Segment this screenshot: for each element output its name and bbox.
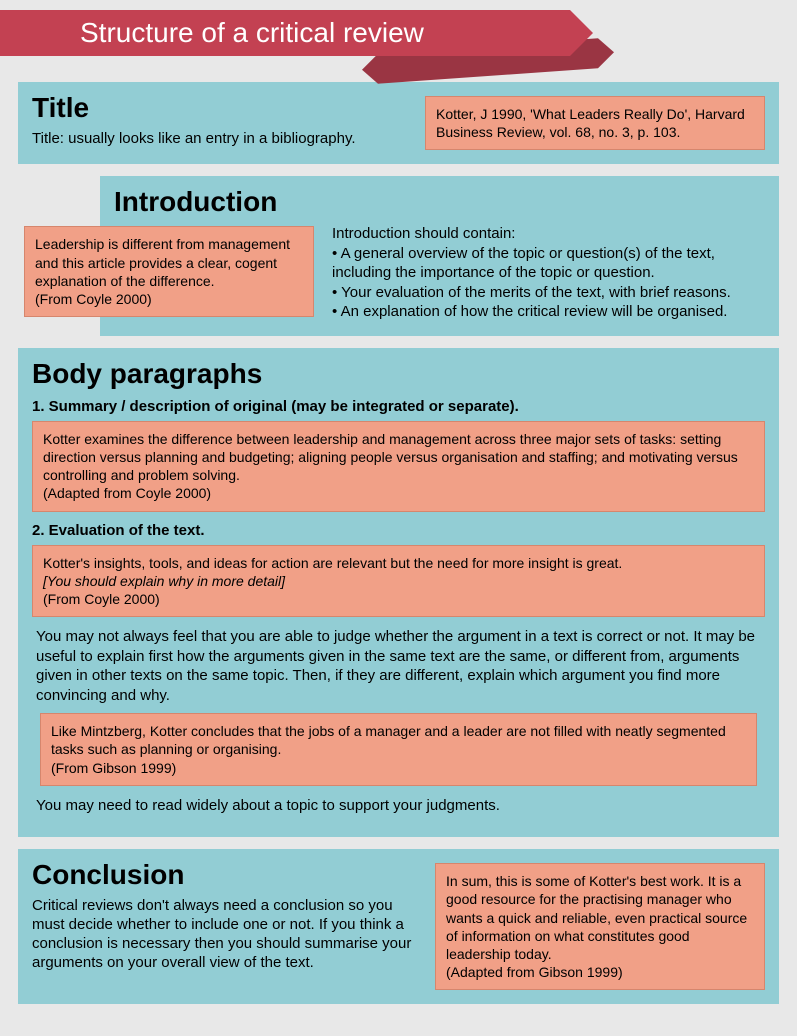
- body-note2: You may need to read widely about a topi…: [36, 796, 765, 816]
- body-sub1: 1. Summary / description of original (ma…: [32, 398, 765, 415]
- intro-example: Leadership is different from management …: [24, 226, 314, 317]
- page-title: Structure of a critical review: [80, 17, 424, 48]
- body-example2-line3: (From Coyle 2000): [43, 591, 160, 607]
- title-heading: Title: [32, 92, 407, 124]
- intro-heading: Introduction: [114, 186, 765, 218]
- conclusion-example: In sum, this is some of Kotter's best wo…: [435, 863, 765, 990]
- header: Structure of a critical review: [0, 0, 797, 70]
- title-example: Kotter, J 1990, 'What Leaders Really Do'…: [425, 96, 765, 150]
- conclusion-left: Conclusion Critical reviews don't always…: [32, 859, 417, 972]
- body-note1: You may not always feel that you are abl…: [36, 627, 765, 705]
- body-example2: Kotter's insights, tools, and ideas for …: [32, 545, 765, 618]
- introduction-section: Introduction Leadership is different fro…: [100, 176, 779, 336]
- conclusion-heading: Conclusion: [32, 859, 417, 891]
- page-title-banner: Structure of a critical review: [0, 10, 570, 56]
- intro-text: Introduction should contain:• A general …: [332, 224, 765, 334]
- title-left: Title Title: usually looks like an entry…: [32, 92, 407, 149]
- body-section: Body paragraphs 1. Summary / description…: [18, 348, 779, 837]
- body-example3: Like Mintzberg, Kotter concludes that th…: [40, 713, 757, 786]
- body-heading: Body paragraphs: [32, 358, 765, 390]
- intro-grid: Leadership is different from management …: [114, 224, 765, 334]
- conclusion-description: Critical reviews don't always need a con…: [32, 897, 417, 972]
- body-sub2: 2. Evaluation of the text.: [32, 522, 765, 539]
- title-section: Title Title: usually looks like an entry…: [18, 82, 779, 164]
- body-example2-line1: Kotter's insights, tools, and ideas for …: [43, 555, 622, 571]
- body-example2-line2: [You should explain why in more detail]: [43, 573, 285, 589]
- title-description: Title: usually looks like an entry in a …: [32, 130, 407, 149]
- body-example1: Kotter examines the difference between l…: [32, 421, 765, 512]
- conclusion-section: Conclusion Critical reviews don't always…: [18, 849, 779, 1004]
